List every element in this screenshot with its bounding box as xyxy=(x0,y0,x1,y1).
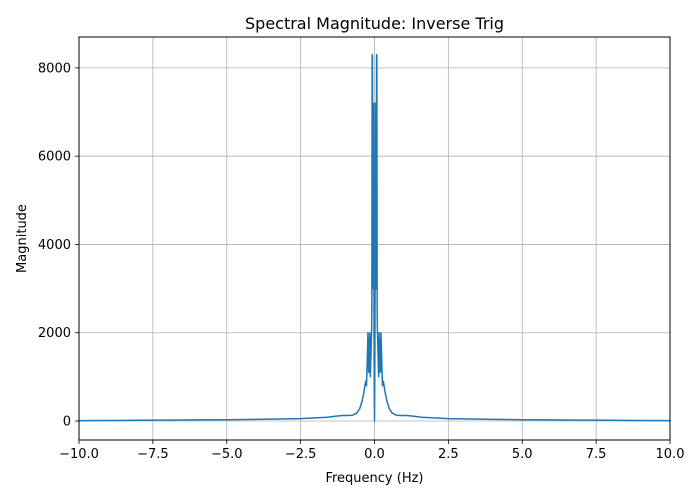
series-layer xyxy=(78,53,671,422)
y-tick-label-3: 6000 xyxy=(38,150,71,165)
x-tick-label-4: 0.0 xyxy=(364,447,385,462)
x-tick-label-8: 10.0 xyxy=(656,447,685,462)
x-tick-label-2: −5.0 xyxy=(211,447,243,462)
x-tick-label-6: 5.0 xyxy=(512,447,533,462)
series-line-0 xyxy=(78,53,671,422)
chart-title: Spectral Magnitude: Inverse Trig xyxy=(245,14,504,33)
x-axis-ticks: −10.0 −7.5 −5.0 −2.5 0.0 2.5 5.0 7.5 10.0 xyxy=(59,440,684,462)
x-axis-title: Frequency (Hz) xyxy=(325,471,423,486)
x-tick-label-0: −10.0 xyxy=(59,447,99,462)
y-tick-label-2: 4000 xyxy=(38,238,71,253)
y-axis-ticks: 0 2000 4000 6000 8000 xyxy=(38,61,79,430)
x-tick-label-5: 2.5 xyxy=(438,447,459,462)
x-tick-label-7: 7.5 xyxy=(586,447,607,462)
x-tick-label-3: −2.5 xyxy=(285,447,317,462)
y-axis-title: Magnitude xyxy=(15,204,30,273)
y-tick-label-0: 0 xyxy=(63,415,71,430)
x-tick-label-1: −7.5 xyxy=(137,447,169,462)
y-tick-label-4: 8000 xyxy=(38,61,71,76)
y-tick-label-1: 2000 xyxy=(38,326,71,341)
